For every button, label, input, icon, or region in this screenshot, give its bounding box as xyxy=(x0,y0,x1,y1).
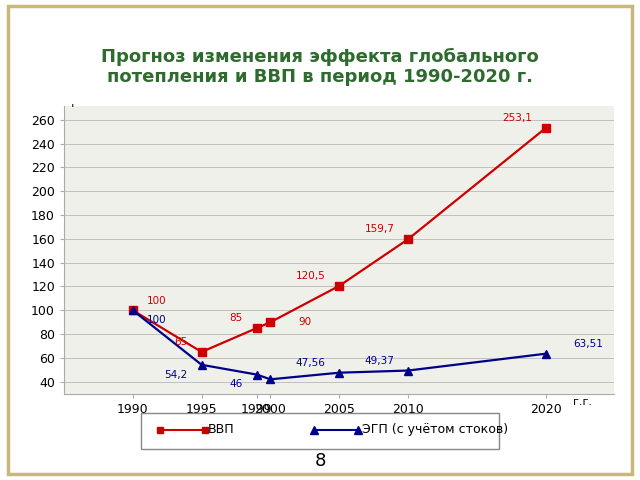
Line: ЭГП (с учётом стоков): ЭГП (с учётом стоков) xyxy=(129,306,550,384)
ЭГП (с учётом стоков) xyxy=(542,351,550,357)
Text: 65: 65 xyxy=(175,337,188,347)
Text: 47,56: 47,56 xyxy=(296,358,326,368)
Text: 159,7: 159,7 xyxy=(364,225,394,235)
Line: ВВП: ВВП xyxy=(129,124,549,356)
Text: 253,1: 253,1 xyxy=(502,113,532,123)
Text: 8: 8 xyxy=(314,452,326,470)
Text: 49,37: 49,37 xyxy=(364,356,394,366)
Text: 54,2: 54,2 xyxy=(164,370,188,380)
ВВП xyxy=(335,283,343,289)
Text: 100: 100 xyxy=(147,315,166,325)
ЭГП (с учётом стоков) xyxy=(129,307,136,313)
Text: 100: 100 xyxy=(147,296,166,306)
ЭГП (с учётом стоков) xyxy=(404,368,412,373)
ВВП xyxy=(129,307,136,313)
ВВП xyxy=(253,325,260,331)
ЭГП (с учётом стоков) xyxy=(335,370,343,375)
ВВП xyxy=(404,236,412,242)
ЭГП (с учётом стоков) xyxy=(253,372,260,377)
Text: 85: 85 xyxy=(230,313,243,324)
Text: 46: 46 xyxy=(230,379,243,389)
Text: 120,5: 120,5 xyxy=(296,271,326,281)
Text: 63,51: 63,51 xyxy=(573,339,603,349)
Text: 90: 90 xyxy=(298,317,311,327)
Text: ': ' xyxy=(71,103,74,116)
Text: Прогноз изменения эффекта глобального
потепления и ВВП в период 1990-2020 г.: Прогноз изменения эффекта глобального по… xyxy=(101,48,539,86)
Text: г.г.: г.г. xyxy=(573,397,592,407)
ВВП xyxy=(198,349,205,355)
ВВП xyxy=(542,125,550,131)
ЭГП (с учётом стоков) xyxy=(267,376,275,382)
ЭГП (с учётом стоков) xyxy=(198,362,205,368)
Text: ЭГП (с учётом стоков): ЭГП (с учётом стоков) xyxy=(362,423,508,436)
Text: ВВП: ВВП xyxy=(208,423,235,436)
ВВП xyxy=(267,319,275,325)
